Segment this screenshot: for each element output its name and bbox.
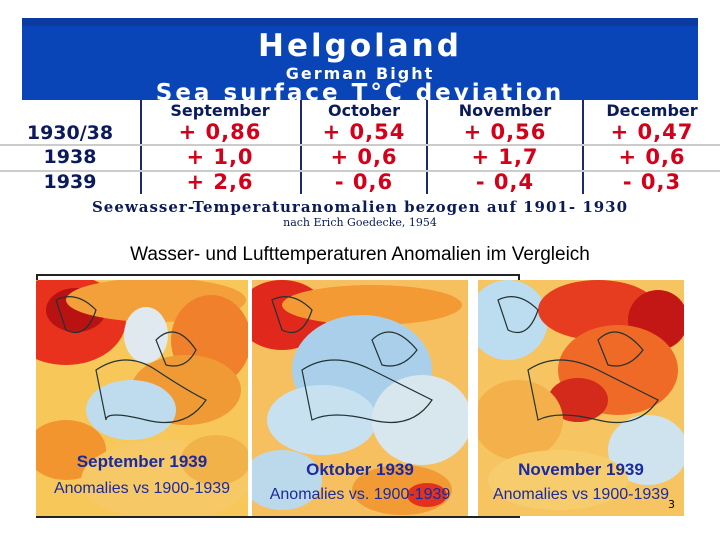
table-rule <box>0 170 720 172</box>
table-cell: + 1,0 <box>186 145 254 169</box>
table-cell: + 0,47 <box>610 120 694 144</box>
anomaly-map-image <box>252 280 468 516</box>
map-month-label: September 1939 <box>76 452 208 471</box>
map-anomaly-label: Anomalies vs 1900-1939 <box>492 486 670 503</box>
table-rule <box>0 144 720 146</box>
table-cell: - 0,4 <box>475 170 535 194</box>
banner-title: Helgoland <box>258 28 462 64</box>
map-month-label: Oktober 1939 <box>306 460 414 479</box>
row-label: 1930/38 <box>26 122 114 144</box>
table-cell: + 0,54 <box>322 120 406 144</box>
table-cell: - 0,3 <box>622 170 682 194</box>
anomaly-map-november: November 1939 Anomalies vs 1900-1939 <box>478 280 684 516</box>
map-anomaly-label: Anomalies vs. 1900-1939 <box>269 486 451 503</box>
table-cell: + 0,6 <box>618 145 686 169</box>
table-divider <box>300 100 302 194</box>
row-label: 1938 <box>43 146 97 168</box>
table-cell: + 0,86 <box>178 120 262 144</box>
title-banner: Helgoland German Bight Sea surface T°C d… <box>22 18 698 106</box>
table-divider <box>426 100 428 194</box>
anomaly-map-image <box>478 280 684 516</box>
section-title: Wasser- und Lufttemperaturen Anomalien i… <box>130 244 590 265</box>
anomaly-map-october: Oktober 1939 Anomalies vs. 1900-1939 <box>252 280 468 516</box>
anomaly-map-image <box>36 280 248 516</box>
header-december: December <box>606 101 698 120</box>
banner-strip <box>22 18 698 26</box>
row-label: 1939 <box>43 171 97 193</box>
table-source: nach Erich Goedecke, 1954 <box>283 216 437 229</box>
table-divider <box>582 100 584 194</box>
header-september: September <box>170 101 270 120</box>
table-cell: - 0,6 <box>334 170 394 194</box>
table-divider <box>140 100 142 194</box>
table-caption: Seewasser-Temperaturanomalien bezogen au… <box>91 198 629 216</box>
header-october: October <box>328 101 400 120</box>
table-cell: + 2,6 <box>186 170 254 194</box>
temperature-deviation-table: September October November December 1930… <box>0 100 720 196</box>
header-november: November <box>458 101 552 120</box>
page-number: 3 <box>668 498 675 511</box>
table-cell: + 1,7 <box>471 145 539 169</box>
map-month-label: November 1939 <box>518 460 644 479</box>
table-cell: + 0,6 <box>330 145 398 169</box>
anomaly-map-september: September 1939 Anomalies vs 1900-1939 <box>36 280 248 516</box>
map-anomaly-label: Anomalies vs 1900-1939 <box>53 480 231 497</box>
banner-subtitle: German Bight <box>285 64 435 83</box>
table-cell: + 0,56 <box>463 120 547 144</box>
